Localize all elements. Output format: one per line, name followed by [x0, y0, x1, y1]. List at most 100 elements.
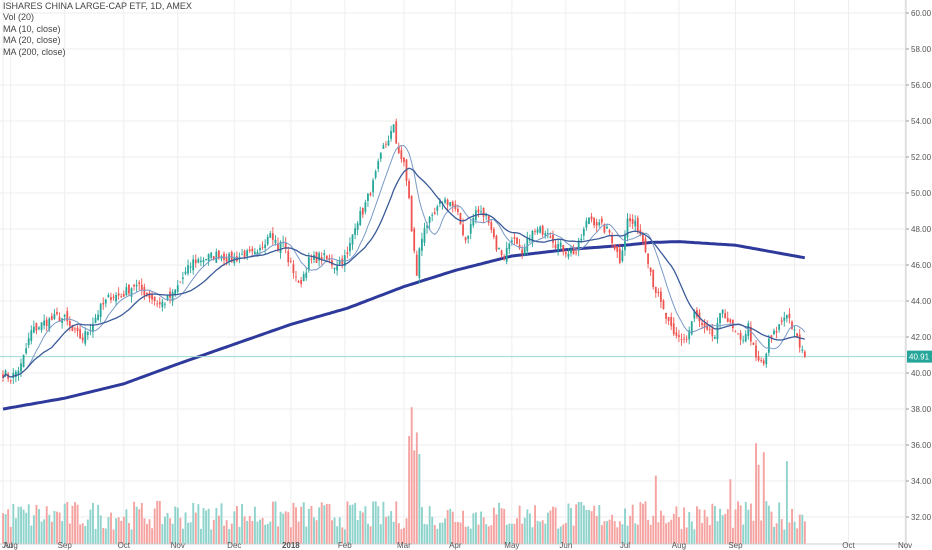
candle-body: [354, 228, 356, 235]
volume-bar: [408, 436, 411, 544]
candle-body: [397, 146, 400, 154]
candle-body: [469, 223, 472, 234]
candle-body: [400, 150, 403, 160]
volume-bar: [194, 512, 197, 544]
candle-body: [133, 284, 135, 287]
volume-bar: [636, 524, 639, 544]
candle-body: [670, 316, 673, 327]
candle-body: [35, 323, 38, 331]
volume-bar: [760, 520, 763, 544]
volume-bar: [215, 507, 218, 544]
price-axis[interactable]: 32.00 34.00 36.00 38.00 40.00 42.00 44.00 46.00…: [905, 0, 932, 550]
candle-body: [94, 317, 97, 324]
legend-ma10[interactable]: MA (10, close): [3, 23, 61, 34]
candle-body: [403, 157, 405, 163]
candle-body: [413, 228, 416, 251]
candle-body: [785, 314, 788, 319]
volume-bar: [467, 526, 470, 544]
volume-bar: [690, 521, 693, 544]
candle-body: [379, 152, 382, 160]
volume-bar: [315, 520, 318, 544]
candle-body: [755, 345, 757, 358]
candle-body: [603, 224, 606, 233]
price-tick-label: 32.00: [911, 513, 932, 522]
candle-body: [636, 217, 639, 232]
volume-bar: [462, 510, 465, 544]
candle-body: [451, 201, 454, 207]
candle-body: [48, 318, 51, 330]
time-tick-label: Oct: [842, 541, 855, 550]
candle-body: [546, 233, 549, 234]
candle-body: [783, 317, 786, 321]
candle-body: [248, 249, 251, 252]
candle-body: [449, 202, 452, 206]
candle-body: [788, 313, 791, 319]
candle-body: [683, 338, 685, 340]
candle-body: [780, 320, 783, 323]
volume-bar: [541, 520, 544, 544]
volume-bar: [469, 528, 472, 544]
candle-body: [367, 193, 369, 201]
candle-body: [207, 254, 210, 262]
volume-bar: [562, 524, 565, 544]
volume-bar: [485, 524, 488, 544]
candle-body: [50, 316, 53, 320]
volume-bar: [516, 518, 518, 544]
volume-bar: [688, 512, 691, 544]
grid: [0, 0, 906, 544]
volume-bar: [256, 521, 259, 544]
candle-body: [336, 266, 338, 271]
volume-bar: [61, 521, 64, 544]
volume-bar: [426, 524, 429, 544]
candle-body: [773, 330, 775, 335]
ma200-path: [2, 240, 806, 411]
candle-body: [53, 314, 56, 319]
candle-body: [464, 237, 467, 241]
price-tick-label: 42.00: [911, 333, 932, 342]
volume-bar: [652, 515, 655, 544]
candle-body: [716, 322, 719, 340]
volume-bar: [50, 521, 53, 544]
candle-body: [485, 214, 488, 217]
candle-body: [71, 325, 74, 331]
volume-bar: [585, 509, 588, 544]
volume-bar: [621, 524, 624, 544]
candle-body: [503, 257, 506, 259]
volume-bar: [225, 520, 228, 544]
legend-vol[interactable]: Vol (20): [3, 12, 35, 23]
candle-body: [161, 301, 164, 308]
volume-bar: [400, 529, 403, 544]
volume-bar: [755, 443, 758, 544]
candle-body: [482, 207, 485, 217]
candle-body: [749, 326, 752, 342]
volume-bar: [305, 526, 308, 544]
volume-bar: [122, 516, 125, 544]
volume-bar: [197, 504, 200, 544]
candle-body: [672, 323, 675, 335]
volume-bar: [526, 509, 529, 544]
volume-bar: [189, 522, 192, 544]
candle-body: [760, 360, 763, 362]
candle-body: [338, 260, 341, 265]
volume-bar: [611, 514, 614, 544]
legend-ma20[interactable]: MA (20, close): [3, 35, 61, 46]
volume-bar: [395, 501, 398, 544]
candle-body: [678, 335, 680, 338]
volume-bar: [135, 506, 138, 544]
last-price-tag-label: 40.91: [909, 353, 930, 362]
volume-bar: [431, 516, 434, 544]
legend-ma200[interactable]: MA (200, close): [3, 46, 66, 57]
volume-bar: [120, 520, 123, 544]
candle-body: [608, 230, 611, 233]
candle-body: [4, 370, 7, 375]
candle-body: [446, 199, 449, 206]
volume-bar: [613, 521, 616, 544]
volume-bar: [341, 527, 344, 544]
volume-bar: [81, 523, 84, 544]
candle-body: [158, 302, 161, 305]
candle-body: [22, 354, 25, 368]
candle-body: [654, 286, 657, 293]
